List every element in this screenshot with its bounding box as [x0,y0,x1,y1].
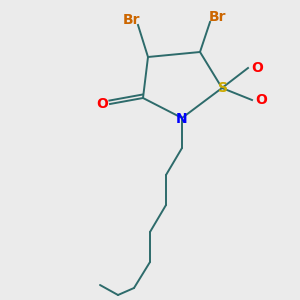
Text: N: N [176,112,188,126]
Text: Br: Br [209,10,227,24]
Text: S: S [218,81,228,95]
Text: O: O [255,93,267,107]
Text: Br: Br [123,13,141,27]
Text: O: O [96,97,108,111]
Text: O: O [251,61,263,75]
